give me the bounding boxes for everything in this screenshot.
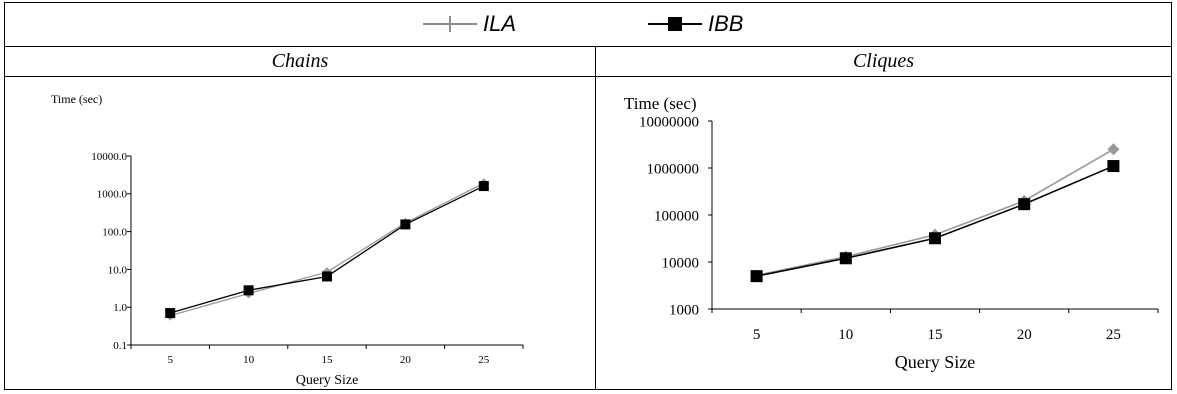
data-point-ibb [243,285,254,296]
column-divider [595,47,596,389]
x-tick-label: 20 [1017,327,1032,343]
x-tick-label: 5 [167,354,173,366]
legend-marker-square-icon [648,17,702,31]
chains-chart-cell: 0.1 1.0 10.0 100.0 1000.0 10000.0 5 10 15 20 25 Tim… [5,77,595,389]
titles-row: Chains Cliques [5,47,1171,77]
x-tick-label: 10 [838,327,853,343]
series-line-ila [756,148,1114,277]
series-line-ibb [170,185,485,314]
y-tick-label: 0.1 [113,340,127,352]
data-point-ibb [750,270,763,283]
x-tick-label: 15 [322,354,334,366]
data-point-ibb [1018,198,1031,211]
data-point-ibb [400,219,411,230]
x-tick-label: 25 [478,354,490,366]
data-point-ibb [478,181,489,192]
y-axis-title: Time (sec) [624,94,697,113]
series-line-ibb [756,165,1114,277]
legend-item-ila: ILA [423,9,516,39]
x-tick-label: 10 [243,354,255,366]
chains-chart: 0.1 1.0 10.0 100.0 1000.0 10000.0 5 10 15 20 25 Tim… [51,92,524,388]
data-point-ibb [839,252,852,265]
x-tick-label: 15 [928,327,943,343]
y-tick-label: 10000.0 [91,151,127,163]
y-tick-label: 10000 [662,255,700,271]
y-tick-label: 1000000 [647,161,700,177]
data-point-ila [1107,143,1120,156]
y-tick-label: 100000 [654,208,699,224]
data-point-ibb [165,308,176,319]
cliques-chart-cell: 1000 10000 100000 1000000 10000000 5 10 15 20 25 T… [596,77,1171,389]
y-tick-label: 10.0 [108,264,128,276]
x-axis-title: Query Size [296,373,359,388]
x-tick-label: 20 [400,354,412,366]
figure-frame: ILA IBB Chains Cliques 0.1 1.0 10.0 100.0 10… [4,2,1172,390]
legend: ILA IBB [5,3,1171,47]
data-point-ibb [1107,160,1120,173]
x-tick-label: 5 [753,327,761,343]
y-tick-label: 1.0 [113,302,127,314]
data-point-ibb [322,271,332,282]
y-tick-label: 1000 [669,302,699,318]
legend-marker-plus-icon [423,16,477,32]
series-line-ila [170,182,485,317]
cliques-chart: 1000 10000 100000 1000000 10000000 5 10 15 20 25 T… [624,94,1159,372]
y-tick-label: 100.0 [102,226,127,238]
legend-item-ibb: IBB [648,9,743,39]
legend-label-ila: ILA [483,11,517,36]
chart-title-chains: Chains [271,50,329,72]
data-point-ibb [929,232,941,245]
x-axis-title: Query Size [895,352,975,372]
chart-title-cliques: Cliques [852,50,915,72]
x-tick-label: 25 [1106,327,1121,343]
legend-label-ibb: IBB [708,11,744,36]
y-axis-title: Time (sec) [51,92,102,106]
y-tick-label: 10000000 [639,114,699,130]
y-tick-label: 1000.0 [97,189,128,201]
